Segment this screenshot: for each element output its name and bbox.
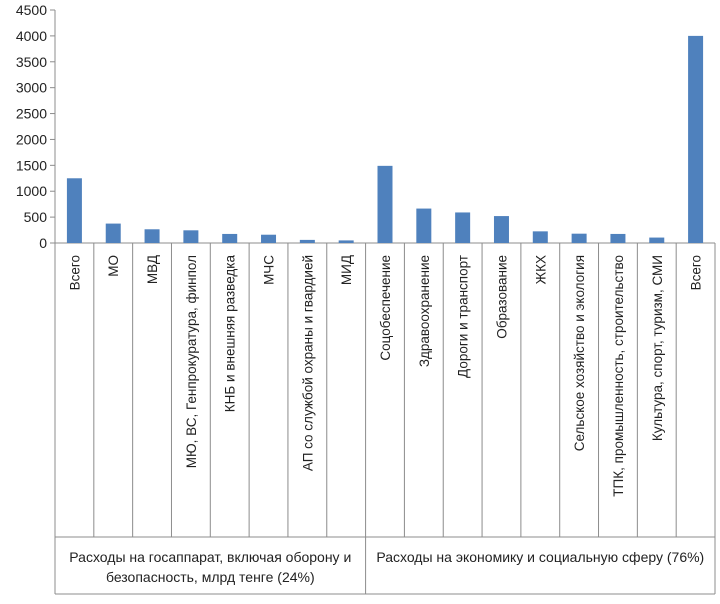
category-label: Культура, спорт, туризм, СМИ	[650, 255, 665, 441]
y-tick-label: 3000	[16, 80, 47, 96]
category-label: АП со службой охраны и гвардией	[300, 255, 315, 471]
y-tick-label: 2500	[16, 106, 47, 122]
bar	[416, 208, 432, 243]
bar	[261, 234, 277, 243]
bar	[66, 178, 82, 243]
y-tick-label: 1000	[16, 183, 47, 199]
y-tick-label: 1500	[16, 157, 47, 173]
category-label: ЖКХ	[533, 255, 548, 284]
category-label: МО	[106, 255, 121, 277]
bar	[377, 165, 393, 243]
y-tick-label: 0	[39, 235, 47, 251]
category-label: КНБ и внешняя разведка	[223, 255, 238, 413]
bar	[688, 35, 704, 244]
bar	[493, 216, 509, 243]
bar	[532, 231, 548, 243]
y-tick-label: 3500	[16, 54, 47, 70]
category-label: Всего	[689, 255, 704, 290]
group-label-2: Расходы на экономику и социальную сферу …	[376, 549, 705, 565]
category-label: Сельское хозяйство и экология	[572, 255, 587, 451]
y-tick-label: 4000	[16, 28, 47, 44]
bar	[183, 230, 199, 243]
y-tick-label: 2000	[16, 131, 47, 147]
category-label: Дороги и транспорт	[456, 255, 471, 378]
bar	[455, 212, 471, 243]
category-label: МИД	[339, 255, 354, 285]
category-label: ТПК, промышленность, строительство	[611, 255, 626, 497]
category-label: МВД	[145, 255, 160, 284]
bar	[338, 240, 354, 243]
bar	[105, 223, 121, 243]
bar	[299, 239, 315, 243]
bar	[222, 233, 238, 243]
category-label: МЧС	[262, 255, 277, 285]
category-label: Всего	[67, 255, 82, 290]
bar	[649, 237, 665, 243]
bar	[610, 233, 626, 243]
y-tick-label: 500	[24, 209, 48, 225]
bar	[144, 229, 160, 243]
category-label: МЮ, ВС, Генпрокуратура, финпол	[184, 255, 199, 468]
group-label-1: Расходы на госаппарат, включая оборону и…	[69, 549, 352, 585]
bar	[571, 233, 587, 243]
y-tick-label: 4500	[16, 2, 47, 18]
category-label: Соцобеспечение	[378, 255, 393, 361]
category-label: Образование	[494, 255, 509, 339]
category-label: Здравоохранение	[417, 255, 432, 367]
